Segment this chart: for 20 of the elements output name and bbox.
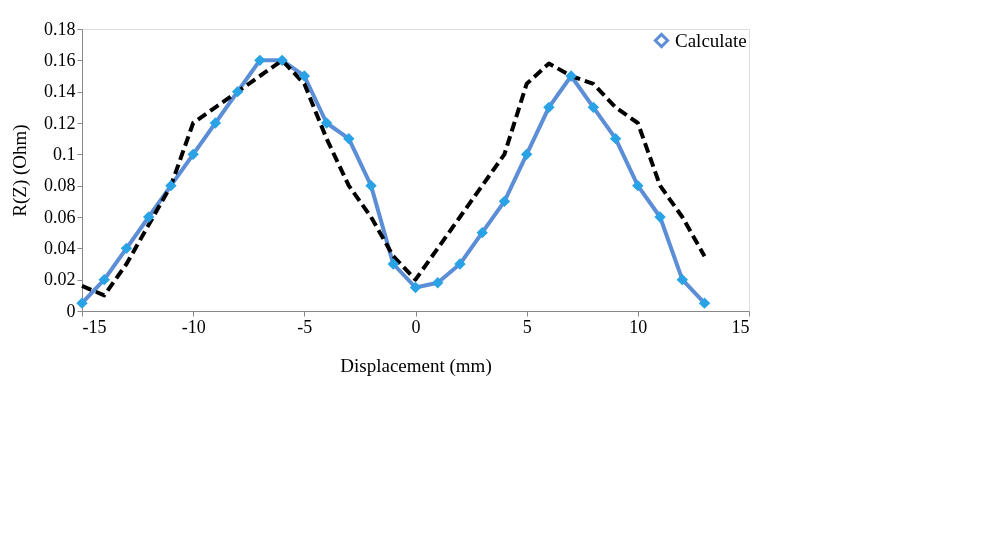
y-tick-label: 0.02 bbox=[44, 269, 76, 290]
y-tick-label: 0.06 bbox=[44, 206, 76, 227]
x-tick-label: -10 bbox=[181, 316, 206, 337]
y-tick-label: 0.08 bbox=[44, 175, 76, 196]
y-tick-label: 0.16 bbox=[44, 49, 76, 70]
y-axis-title: R(Z) (Ohm) bbox=[9, 124, 31, 217]
y-tick-label: 0.18 bbox=[44, 18, 76, 39]
x-tick-label: -15 bbox=[82, 316, 107, 337]
x-tick-label: 0 bbox=[411, 316, 421, 337]
y-tick-label: 0 bbox=[66, 300, 76, 321]
y-tick-label: 0.1 bbox=[53, 143, 76, 164]
x-tick-label: 15 bbox=[731, 316, 750, 337]
x-tick-label: 5 bbox=[522, 316, 532, 337]
x-tick-label: -5 bbox=[297, 316, 313, 337]
y-tick-label: 0.14 bbox=[44, 81, 76, 102]
legend-label: Calculate bbox=[675, 29, 747, 51]
x-axis-title: Displacement (mm) bbox=[340, 354, 492, 377]
x-tick-label: 10 bbox=[629, 316, 648, 337]
y-tick-label: 0.04 bbox=[44, 237, 76, 258]
y-tick-label: 0.12 bbox=[44, 112, 76, 133]
